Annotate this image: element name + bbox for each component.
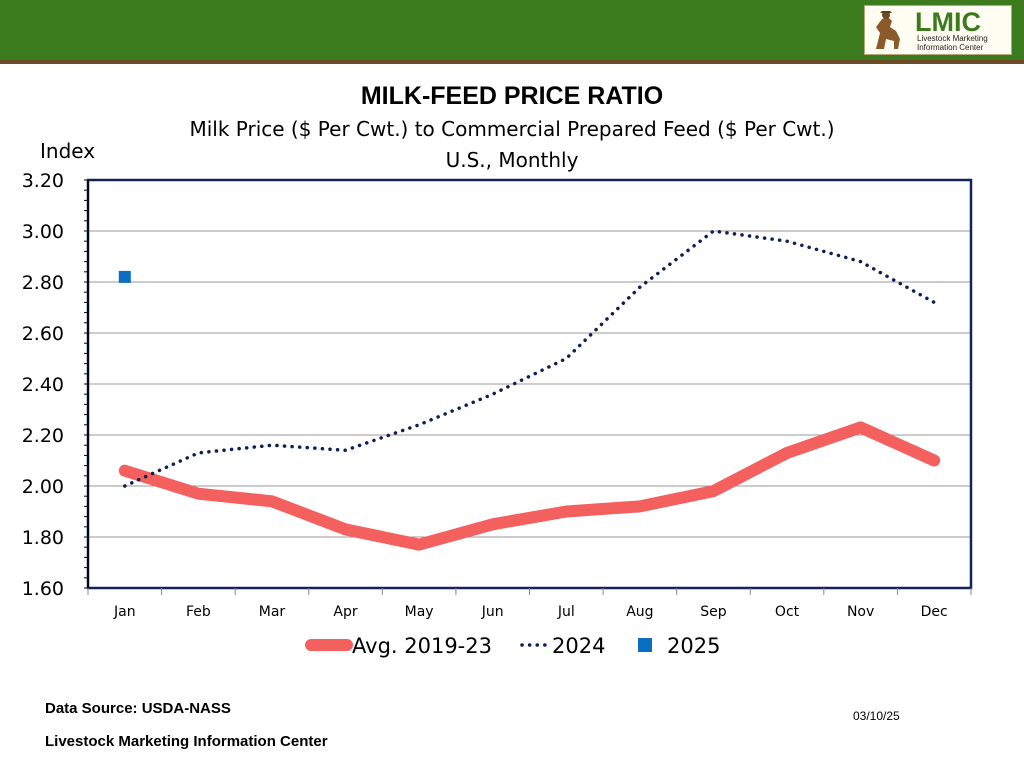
footer-org: Livestock Marketing Information Center bbox=[45, 733, 328, 750]
x-tick-label: Dec bbox=[921, 604, 948, 620]
x-tick-label: May bbox=[405, 604, 434, 620]
x-tick-label: Mar bbox=[259, 604, 286, 620]
y-tick-label: 2.20 bbox=[22, 425, 64, 447]
x-tick-label: Sep bbox=[700, 604, 727, 620]
chart-subtitle: Milk Price ($ Per Cwt.) to Commercial Pr… bbox=[189, 117, 835, 141]
y-tick-label: 3.20 bbox=[22, 170, 64, 192]
header-divider bbox=[0, 60, 1024, 64]
chart-subtitle-region: U.S., Monthly bbox=[445, 148, 579, 172]
lmic-logo: LMIC Livestock Marketing Information Cen… bbox=[864, 5, 1012, 55]
y-tick-label: 2.40 bbox=[22, 374, 64, 396]
x-tick-label: Jul bbox=[557, 604, 575, 620]
y-tick-label: 2.60 bbox=[22, 323, 64, 345]
y-tick-label: 3.00 bbox=[22, 221, 64, 243]
logo-subtitle: Livestock Marketing Information Center bbox=[917, 34, 988, 52]
chart-title: MILK-FEED PRICE RATIO bbox=[360, 82, 664, 110]
header-bar bbox=[0, 0, 1024, 60]
series-line-avg-2019-23 bbox=[118, 421, 941, 551]
logo-subtitle-line1: Livestock Marketing bbox=[917, 34, 988, 43]
x-tick-label: Jun bbox=[481, 604, 504, 620]
cowboy-horse-icon bbox=[876, 11, 900, 49]
x-tick-label: Feb bbox=[186, 604, 211, 620]
logo-title: LMIC bbox=[915, 7, 981, 37]
legend-label-avg: Avg. 2019-23 bbox=[352, 634, 492, 658]
data-source: Data Source: USDA-NASS bbox=[45, 700, 231, 717]
y-axis-label: Index bbox=[40, 139, 96, 163]
x-tick-label: Nov bbox=[847, 604, 874, 620]
logo-subtitle-line2: Information Center bbox=[917, 43, 984, 52]
footer-date: 03/10/25 bbox=[853, 709, 900, 723]
series-line-2024 bbox=[123, 229, 936, 488]
x-tick-label: Aug bbox=[626, 604, 653, 620]
y-tick-label: 1.60 bbox=[22, 578, 64, 600]
legend-swatch-2025 bbox=[638, 638, 652, 652]
legend-label-2024: 2024 bbox=[552, 634, 605, 658]
x-tick-label: Apr bbox=[333, 604, 357, 620]
data-point-2025 bbox=[118, 270, 131, 283]
y-tick-label: 2.00 bbox=[22, 476, 64, 498]
x-tick-label: Jan bbox=[113, 604, 136, 620]
x-tick-label: Oct bbox=[775, 604, 800, 620]
y-tick-label: 2.80 bbox=[22, 272, 64, 294]
y-tick-label: 1.80 bbox=[22, 527, 64, 549]
legend-label-2025: 2025 bbox=[667, 634, 720, 658]
